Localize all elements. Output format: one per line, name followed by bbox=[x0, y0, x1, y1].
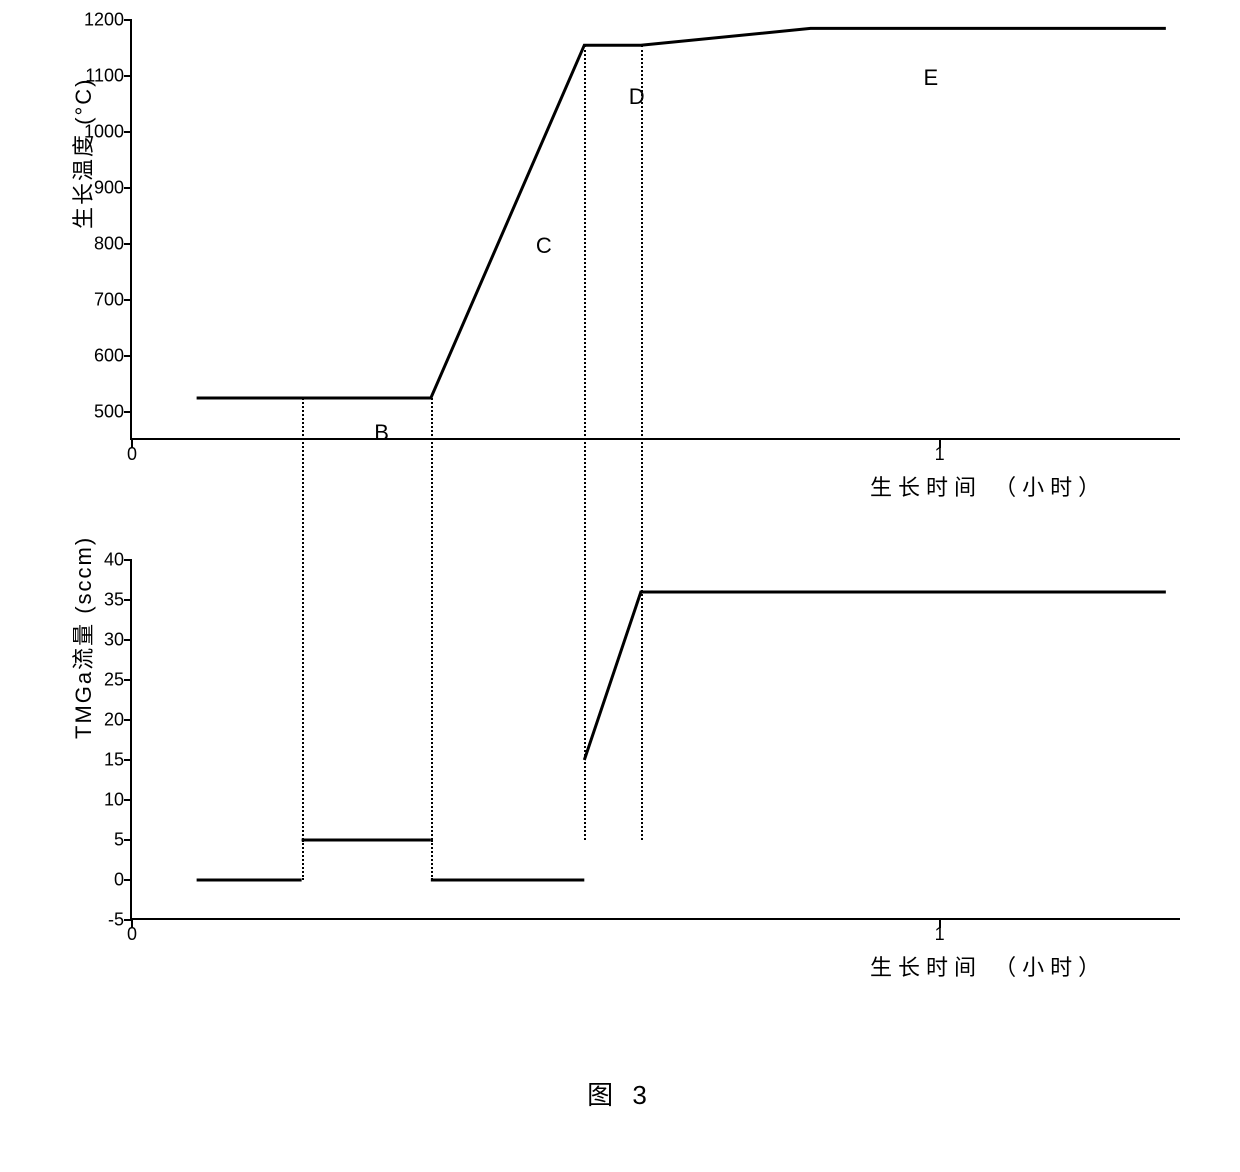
temperature-y-label: 生长温度 (°C) bbox=[66, 78, 98, 229]
y-tick-mark bbox=[124, 299, 132, 301]
flow-chart: TMGa流量 (sccm) -5051015202530354001 生长时间 … bbox=[40, 530, 1200, 1000]
region-label: E bbox=[924, 65, 939, 91]
y-tick-mark bbox=[124, 559, 132, 561]
y-tick-mark bbox=[124, 411, 132, 413]
y-tick-mark bbox=[124, 759, 132, 761]
x-tick-mark bbox=[131, 440, 133, 448]
data-line bbox=[197, 28, 1166, 398]
guide-line bbox=[302, 840, 304, 880]
temperature-plot-area: 生长温度 (°C) 50060070080090010001100120001B… bbox=[130, 20, 1180, 440]
flow-y-label: TMGa流量 (sccm) bbox=[66, 536, 98, 739]
y-tick-mark bbox=[124, 839, 132, 841]
y-tick-mark bbox=[124, 679, 132, 681]
y-tick-mark bbox=[124, 19, 132, 21]
y-tick-mark bbox=[124, 131, 132, 133]
x-tick-mark bbox=[131, 920, 133, 928]
temperature-chart: 生长温度 (°C) 50060070080090010001100120001B… bbox=[40, 0, 1200, 500]
temperature-line-svg bbox=[132, 20, 1182, 440]
y-tick-mark bbox=[124, 243, 132, 245]
y-tick-mark bbox=[124, 639, 132, 641]
y-tick-mark bbox=[124, 879, 132, 881]
y-tick-mark bbox=[124, 75, 132, 77]
y-tick-mark bbox=[124, 799, 132, 801]
flow-plot-area: TMGa流量 (sccm) -5051015202530354001 bbox=[130, 560, 1180, 920]
flow-x-label: 生长时间 （小时） bbox=[870, 950, 1106, 982]
y-tick-mark bbox=[124, 187, 132, 189]
region-label: C bbox=[536, 233, 552, 259]
x-tick-mark bbox=[939, 920, 941, 928]
guide-line bbox=[431, 840, 433, 880]
temperature-x-label: 生长时间 （小时） bbox=[870, 470, 1106, 502]
region-label: B bbox=[374, 420, 389, 446]
y-tick-mark bbox=[124, 719, 132, 721]
y-tick-mark bbox=[124, 355, 132, 357]
flow-line-svg bbox=[132, 560, 1182, 920]
figure-caption: 图 3 bbox=[587, 1075, 653, 1112]
y-tick-mark bbox=[124, 599, 132, 601]
data-segment bbox=[584, 592, 1166, 760]
x-tick-mark bbox=[939, 440, 941, 448]
